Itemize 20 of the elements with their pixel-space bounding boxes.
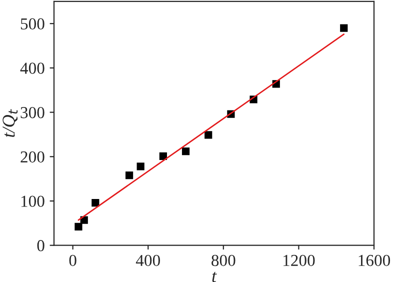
x-tick-label: 1600 (358, 254, 390, 266)
y-tick-label: 100 (21, 196, 44, 207)
point (204, 131, 212, 139)
x-tick-label: 0 (69, 254, 76, 266)
point (125, 171, 134, 180)
y-tick-label: 500 (20, 18, 44, 30)
y-tick-label: 300 (20, 106, 44, 118)
x-tick-label: 1200 (284, 254, 315, 266)
y-axis-title: t/Q$_{t}$ (2, 109, 18, 137)
point (136, 162, 144, 170)
point (92, 198, 100, 207)
y-tick-label: 200 (20, 151, 44, 163)
point (74, 222, 82, 231)
y-tick-label: 400 (20, 62, 44, 74)
y-tick-label: 0 (37, 240, 44, 252)
x-tick-label: 800 (212, 254, 236, 266)
x-axis-title: t (212, 272, 217, 282)
point (340, 24, 348, 32)
point (182, 148, 190, 156)
x-tick-label: 400 (136, 254, 160, 266)
